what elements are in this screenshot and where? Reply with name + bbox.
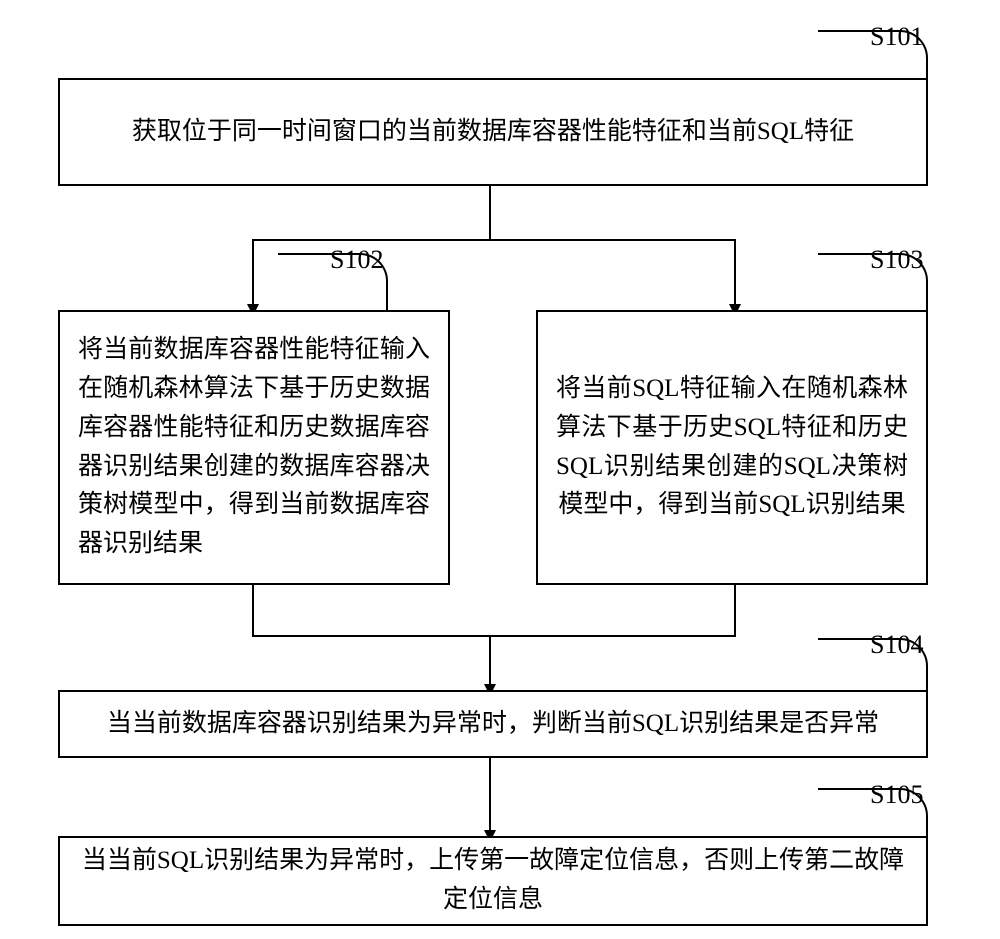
step-box-s104: 当当前数据库容器识别结果为异常时，判断当前SQL识别结果是否异常	[58, 690, 928, 758]
step-text-s105: 当当前SQL识别结果为异常时，上传第一故障定位信息，否则上传第二故障定位信息	[78, 842, 908, 920]
flowchart-canvas: S101 获取位于同一时间窗口的当前数据库容器性能特征和当前SQL特征 S102…	[0, 0, 1000, 939]
step-label-s101: S101	[870, 22, 923, 52]
edge-s102-merge	[253, 585, 490, 636]
step-text-s102: 将当前数据库容器性能特征输入在随机森林算法下基于历史数据库容器性能特征和历史数据…	[78, 331, 430, 564]
step-label-s105: S105	[870, 780, 923, 810]
step-box-s105: 当当前SQL识别结果为异常时，上传第一故障定位信息，否则上传第二故障定位信息	[58, 836, 928, 926]
step-box-s101: 获取位于同一时间窗口的当前数据库容器性能特征和当前SQL特征	[58, 78, 928, 186]
step-text-s103: 将当前SQL特征输入在随机森林算法下基于历史SQL特征和历史SQL识别结果创建的…	[556, 370, 908, 525]
edge-s103-merge	[490, 585, 735, 636]
step-text-s101: 获取位于同一时间窗口的当前数据库容器性能特征和当前SQL特征	[132, 113, 854, 152]
step-box-s103: 将当前SQL特征输入在随机森林算法下基于历史SQL特征和历史SQL识别结果创建的…	[536, 310, 928, 585]
step-box-s102: 将当前数据库容器性能特征输入在随机森林算法下基于历史数据库容器性能特征和历史数据…	[58, 310, 450, 585]
step-label-s102: S102	[330, 245, 383, 275]
step-text-s104: 当当前数据库容器识别结果为异常时，判断当前SQL识别结果是否异常	[107, 705, 879, 744]
step-label-s104: S104	[870, 630, 923, 660]
step-label-s103: S103	[870, 245, 923, 275]
edge-split-s103	[490, 240, 735, 310]
